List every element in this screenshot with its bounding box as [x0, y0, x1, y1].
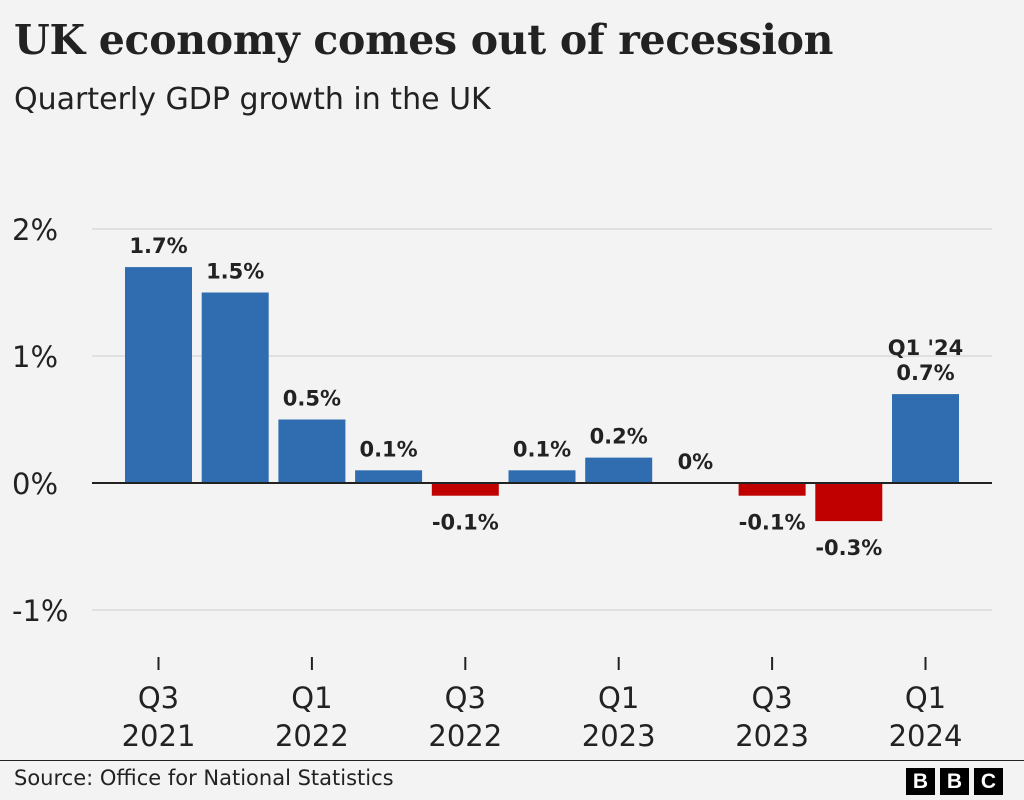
- data-label: 0%: [678, 450, 714, 474]
- x-tick-label: 2023: [582, 719, 656, 753]
- chart-title: UK economy comes out of recession: [14, 16, 834, 64]
- footer-divider: [0, 760, 1024, 761]
- logo-letter-b2: B: [940, 768, 969, 795]
- x-tick-label: Q3: [445, 681, 486, 715]
- logo-letter-b1: B: [906, 768, 935, 795]
- data-label: 0.1%: [513, 437, 571, 461]
- data-label: -0.3%: [815, 536, 882, 560]
- x-tick-label: Q3: [751, 681, 792, 715]
- data-label: 1.7%: [129, 234, 187, 258]
- y-tick-label: 2%: [12, 213, 58, 247]
- data-label: 0.2%: [590, 425, 648, 449]
- bar: [201, 292, 269, 483]
- bbc-logo: B B C: [906, 768, 1003, 795]
- data-label: -0.1%: [432, 511, 499, 535]
- data-label: 0.1%: [359, 437, 417, 461]
- x-tick-label: 2023: [735, 719, 809, 753]
- logo-letter-c: C: [974, 768, 1003, 795]
- bar: [815, 483, 883, 522]
- x-tick-label: Q3: [138, 681, 179, 715]
- x-tick-label: 2022: [428, 719, 502, 753]
- y-tick-label: -1%: [12, 594, 68, 628]
- data-label: 0.7%: [896, 361, 954, 385]
- bar: [355, 470, 423, 483]
- bar: [278, 419, 346, 483]
- bar: [585, 457, 653, 483]
- data-label: 0.5%: [283, 387, 341, 411]
- bar: [508, 470, 576, 483]
- bar: [892, 394, 959, 483]
- data-label: -0.1%: [739, 511, 806, 535]
- y-tick-label: 1%: [12, 340, 58, 374]
- x-tick-label: Q1: [291, 681, 332, 715]
- bar-annotation: Q1 '24: [888, 336, 963, 360]
- x-tick-label: Q1: [598, 681, 639, 715]
- x-tick-label: 2022: [275, 719, 349, 753]
- bar: [431, 483, 499, 496]
- bar: [125, 267, 192, 483]
- x-tick-label: 2024: [889, 719, 963, 753]
- data-label: 1.5%: [206, 260, 264, 284]
- x-tick-label: 2021: [122, 719, 196, 753]
- y-tick-label: 0%: [12, 467, 58, 501]
- source-note: Source: Office for National Statistics: [14, 766, 394, 790]
- gdp-bar-chart: -1% 0% 1% 2% 1.7% 1.5% 0.5% 0.1% -0.1% 0.1% 0.2% 0%…: [12, 213, 992, 753]
- bar: [738, 483, 806, 496]
- chart-subtitle: Quarterly GDP growth in the UK: [14, 82, 491, 117]
- x-tick-label: Q1: [905, 681, 946, 715]
